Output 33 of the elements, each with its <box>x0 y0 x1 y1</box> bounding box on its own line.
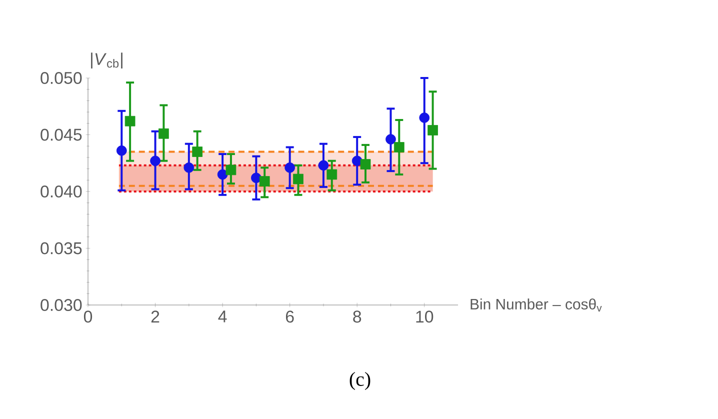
point <box>150 156 160 166</box>
x-tick-label: 2 <box>151 310 160 322</box>
point <box>217 169 228 180</box>
point <box>251 172 262 184</box>
point <box>184 162 194 173</box>
point <box>124 116 136 126</box>
point <box>386 134 396 144</box>
y-tick-label: 0.045 <box>40 128 82 141</box>
x-tick-label: 10 <box>416 310 434 323</box>
x-tick-label: 8 <box>353 310 362 323</box>
point <box>158 128 169 139</box>
x-tick-label: 0 <box>84 310 92 323</box>
point <box>259 176 270 186</box>
text: (c) <box>350 372 370 390</box>
point <box>326 169 338 180</box>
y-tick-label: 0.040 <box>40 186 82 198</box>
point <box>428 125 438 136</box>
point <box>318 160 329 171</box>
y-axis-title: |V$_{cb}$| <box>91 52 122 68</box>
y-tick-label: 0.030 <box>40 299 82 311</box>
point <box>116 145 127 156</box>
point <box>284 162 296 173</box>
point <box>293 174 304 184</box>
point <box>360 159 371 170</box>
x-tick-label: 6 <box>286 310 294 323</box>
point <box>226 164 236 176</box>
point <box>419 112 430 123</box>
point <box>394 142 404 152</box>
x-tick-label: 4 <box>218 310 227 322</box>
y-tick-label: 0.050 <box>40 72 82 84</box>
x-axis-title: Bin Number – cosθ$_{v}$ <box>470 298 602 312</box>
y-tick-label: 0.035 <box>40 242 82 254</box>
point <box>192 146 203 157</box>
